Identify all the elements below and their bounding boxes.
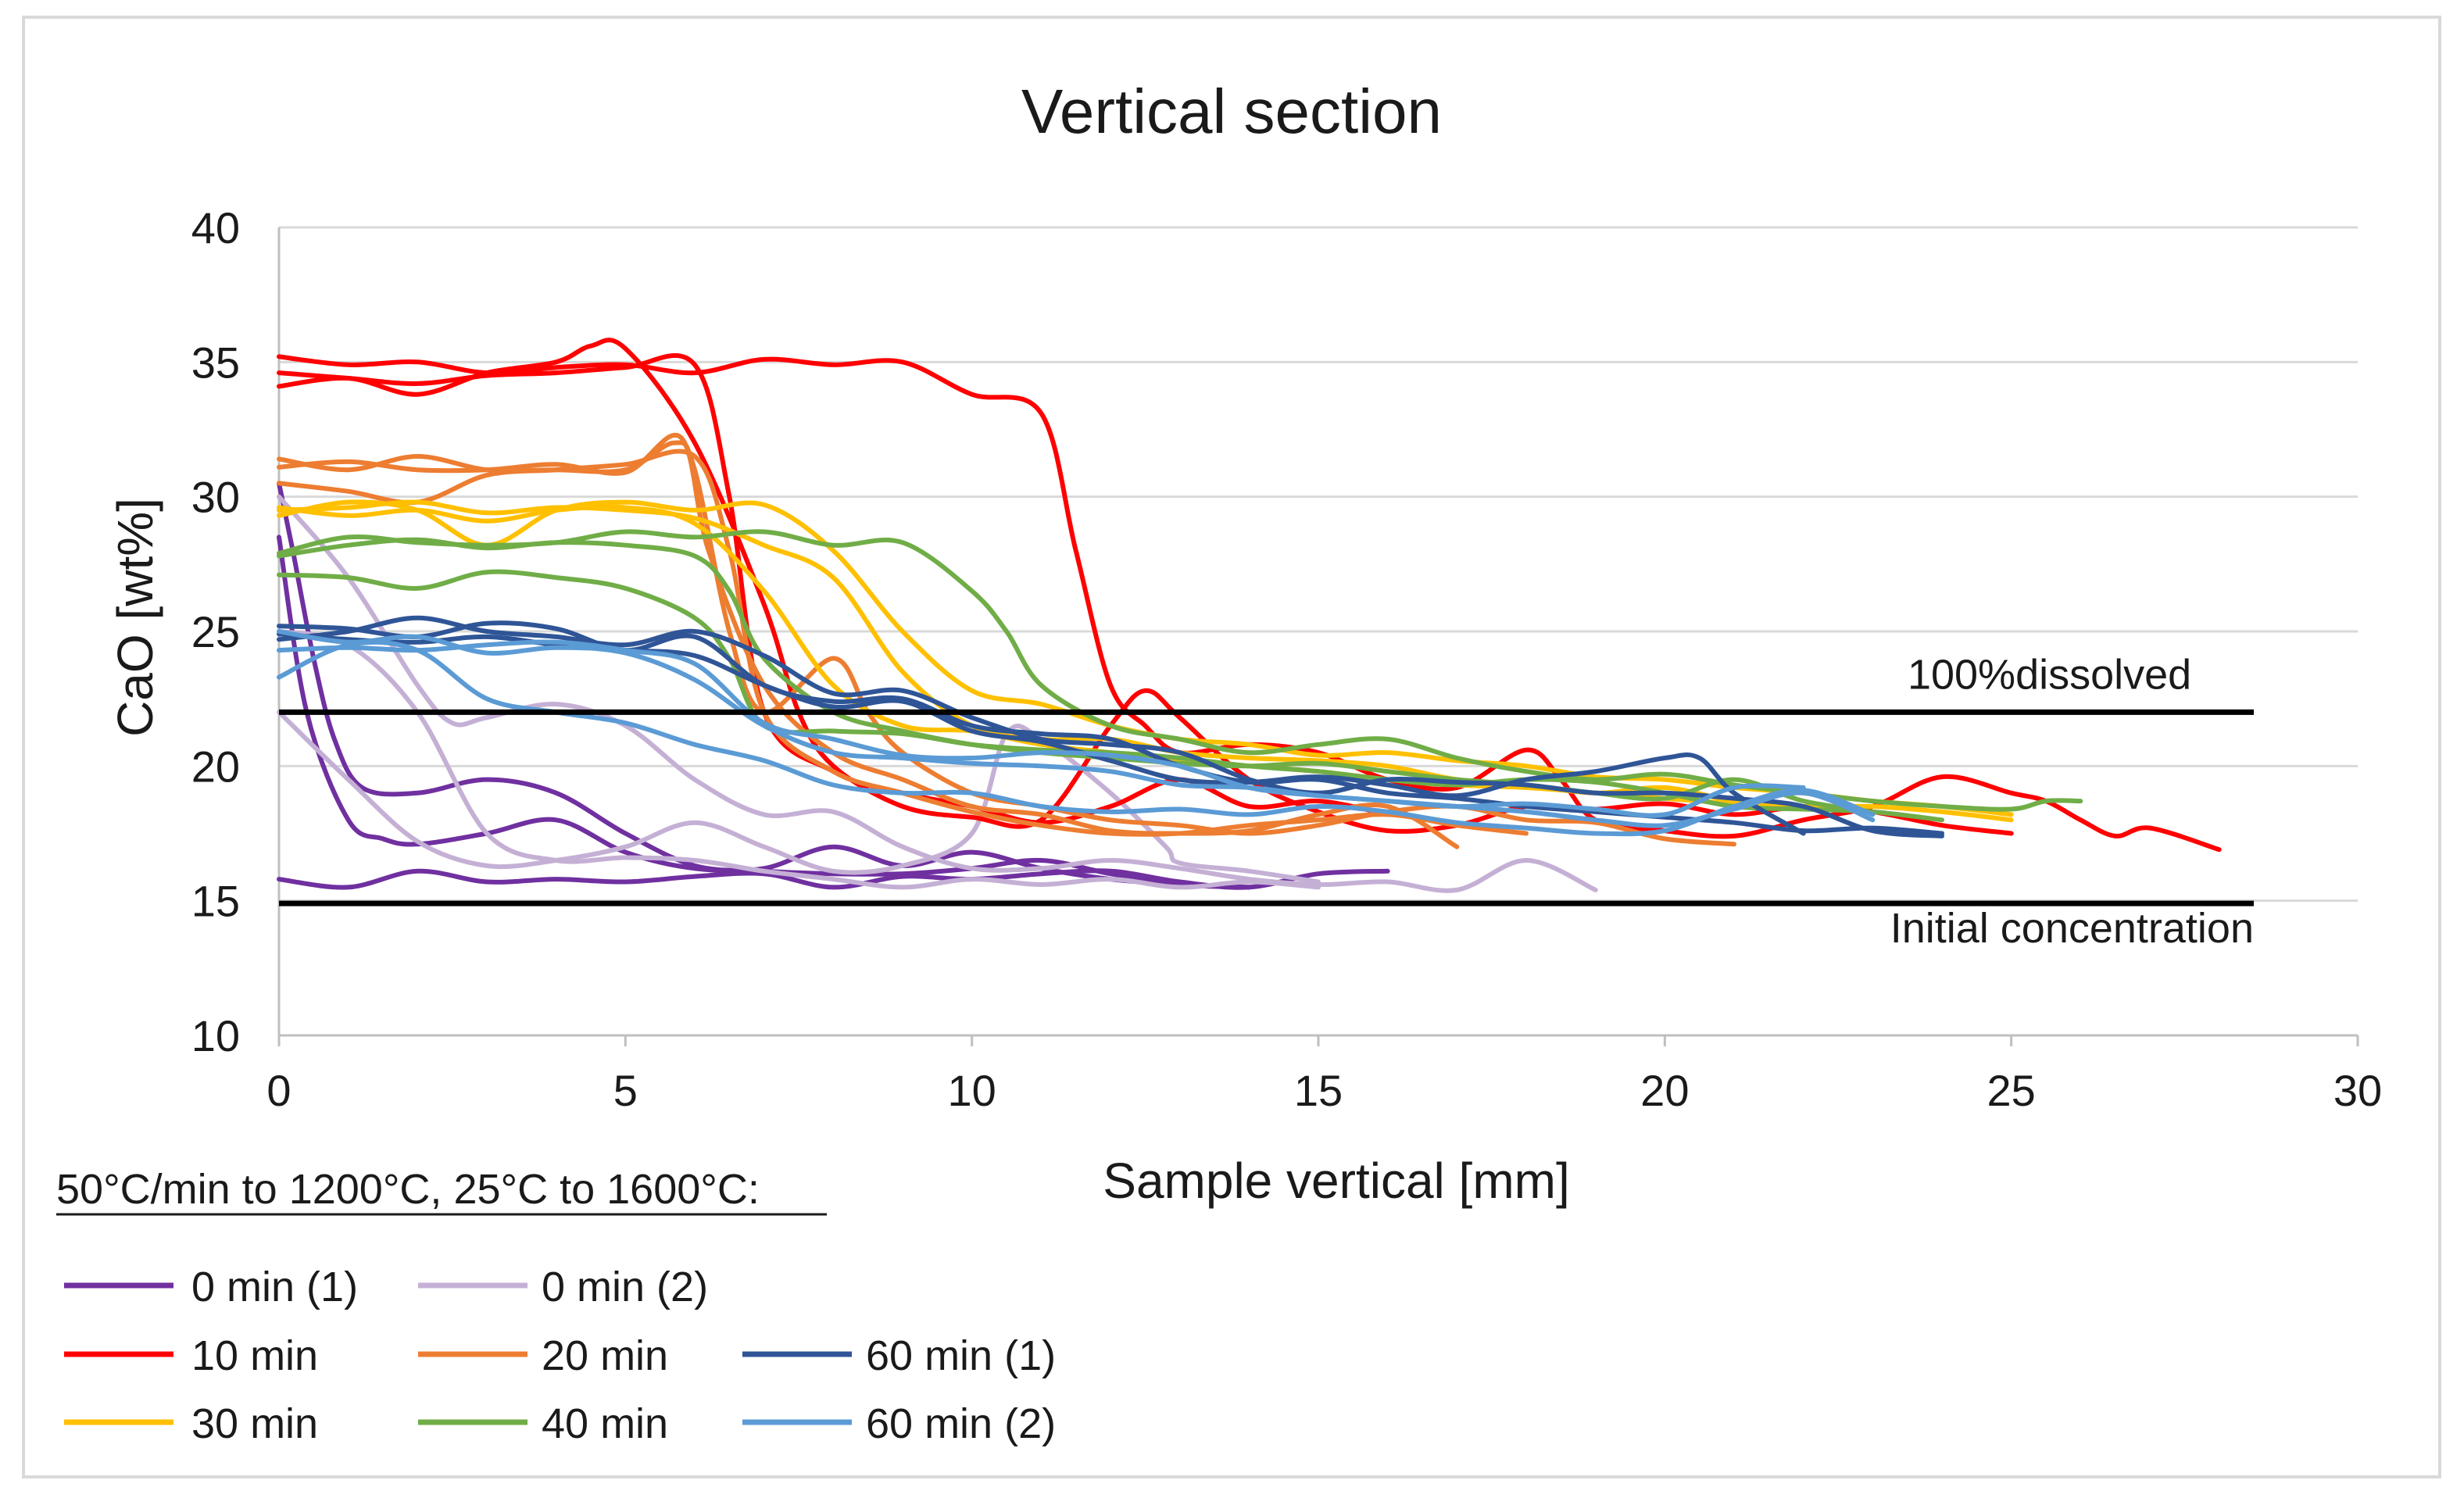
series-line-20-min-2 <box>277 449 1529 837</box>
series-line-60-min-2--3 <box>277 629 1806 818</box>
x-tick-label: 0 <box>266 1066 291 1115</box>
series-line-10-min-2 <box>277 338 2014 836</box>
series-lines <box>277 338 2222 893</box>
x-axis-title: Sample vertical [mm] <box>1103 1153 1569 1209</box>
x-tick-label: 10 <box>948 1066 996 1115</box>
legend-label: 10 min <box>191 1332 318 1379</box>
y-axis-title: CaO [wt%] <box>107 498 163 737</box>
legend-label: 20 min <box>542 1332 668 1379</box>
y-tick-label: 10 <box>191 1011 240 1060</box>
legend-label: 0 min (1) <box>191 1264 358 1310</box>
series-line-0-min-2--1 <box>277 494 1598 893</box>
y-tick-label: 25 <box>191 607 240 656</box>
series-line-0-min-1--1 <box>277 481 1252 890</box>
legend: 50°C/min to 1200°C, 25°C to 1600°C: 0 mi… <box>56 1166 1056 1447</box>
legend-label: 60 min (1) <box>866 1332 1056 1379</box>
x-tick-label: 15 <box>1294 1066 1343 1115</box>
x-tick-label: 5 <box>613 1066 638 1115</box>
chart-title: Vertical section <box>1021 77 1442 146</box>
y-tick-label: 35 <box>191 338 240 387</box>
y-tick-labels: 10 15 20 25 30 35 40 <box>191 203 240 1060</box>
legend-label: 40 min <box>542 1400 668 1447</box>
series-line-0-min-2--3 <box>277 629 1321 890</box>
x-tick-label: 30 <box>2333 1066 2382 1115</box>
x-tick-label: 20 <box>1640 1066 1689 1115</box>
series-line-0-min-2--2 <box>277 710 1321 885</box>
legend-label: 60 min (2) <box>866 1400 1056 1447</box>
legend-label: 0 min (2) <box>542 1264 708 1310</box>
reference-lines: 100%dissolved Initial concentration <box>279 651 2254 952</box>
series-line-60-min-2--2 <box>277 639 1876 828</box>
y-tick-label: 15 <box>191 877 240 926</box>
x-tick-labels: 0 5 10 15 20 25 30 <box>266 1066 2382 1115</box>
legend-title: 50°C/min to 1200°C, 25°C to 1600°C: <box>56 1166 760 1213</box>
series-line-60-min-1--2 <box>277 620 1944 836</box>
reference-label-initial: Initial concentration <box>1890 905 2254 952</box>
legend-label: 30 min <box>191 1400 318 1447</box>
y-tick-label: 30 <box>191 473 240 522</box>
series-line-60-min-1--1 <box>277 615 1944 838</box>
x-tick-label: 25 <box>1987 1066 2036 1115</box>
reference-label-dissolved: 100%dissolved <box>1908 651 2191 698</box>
y-tick-label: 40 <box>191 203 240 252</box>
y-tick-label: 20 <box>191 742 240 791</box>
